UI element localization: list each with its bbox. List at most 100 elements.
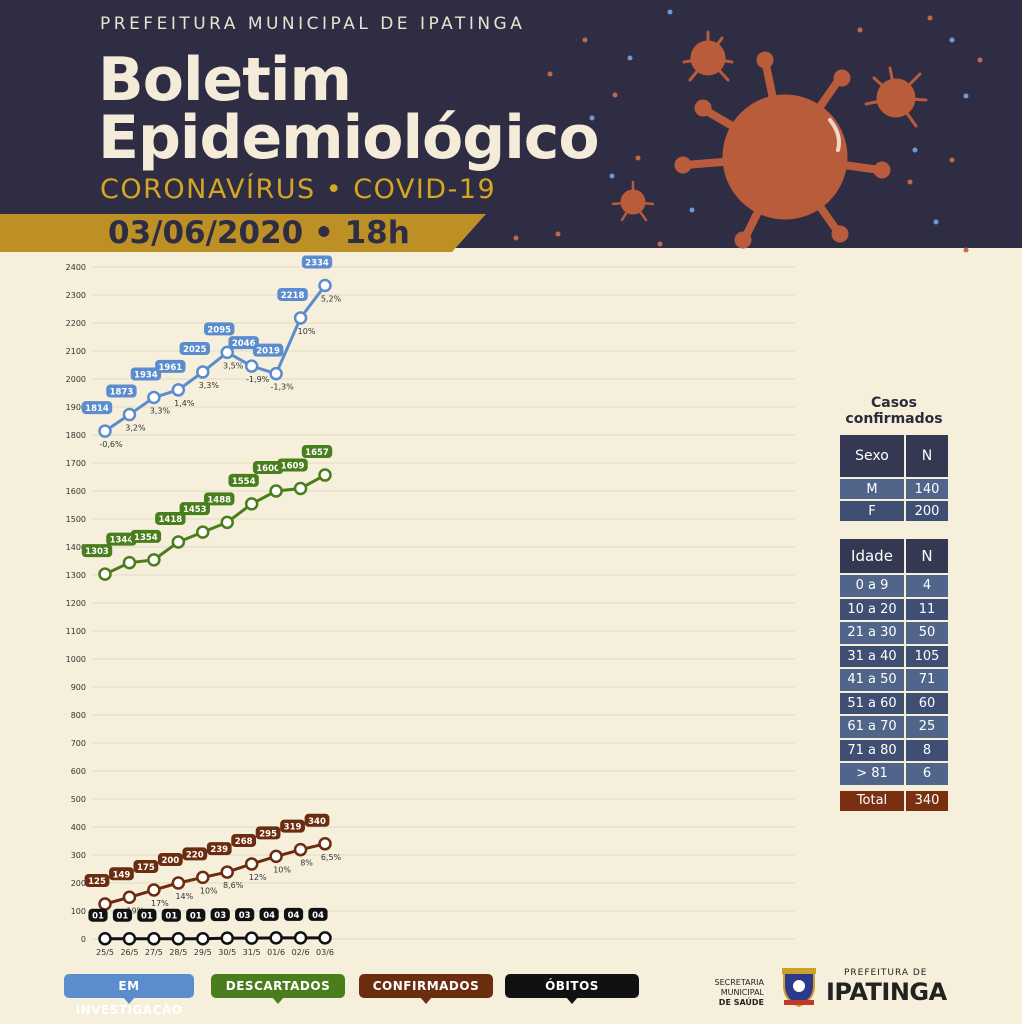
x-tick-label: 27/5 [145, 948, 163, 957]
data-label: 2334 [305, 258, 329, 268]
age-count: 50 [906, 622, 948, 644]
virus-small-icon [611, 180, 655, 222]
data-label: 1453 [183, 505, 207, 515]
data-label-bg [255, 826, 281, 840]
city-crest-icon [782, 968, 816, 1008]
y-tick-label: 500 [71, 795, 86, 804]
data-label: 04 [263, 911, 275, 921]
series-line [105, 936, 325, 941]
data-point [122, 931, 137, 946]
pct-label: 8% [300, 859, 313, 868]
series-line [104, 842, 326, 906]
data-label-bg [161, 908, 181, 922]
secretaria-line-1: SECRETARIA MUNICIPAL [714, 978, 764, 997]
data-label: 1814 [85, 404, 109, 414]
data-point [318, 931, 332, 945]
sex-header: Sexo [840, 435, 904, 477]
line-chart: 0 100 200 300 400 500 600 700 800 900 1000 1100 1200… [66, 255, 795, 957]
data-label: 04 [288, 911, 300, 921]
data-label: 2019 [256, 347, 280, 357]
data-label: 03 [239, 911, 251, 921]
pct-label: 3,5% [223, 361, 244, 370]
data-label: 1961 [158, 363, 182, 373]
data-label-bg [301, 445, 333, 459]
subtitle: CORONAVÍRUS • COVID-19 [100, 174, 497, 205]
data-label-bg [206, 842, 232, 856]
data-point [293, 481, 308, 496]
data-point [244, 359, 259, 373]
virus-large-icon [674, 51, 891, 249]
data-point [244, 931, 259, 945]
table-row: 71 a 80 8 [840, 739, 948, 761]
data-label-bg [210, 908, 230, 922]
data-label: 200 [161, 856, 179, 866]
y-tick-label: 900 [71, 683, 86, 692]
y-tick-label: 800 [71, 711, 86, 720]
pct-label: 14% [175, 892, 193, 901]
age-range: 41 a 50 [840, 669, 904, 691]
y-tick-label: 2200 [66, 319, 86, 328]
x-tick-label: 29/5 [194, 948, 212, 957]
data-label-bg [304, 813, 330, 827]
table-row: 61 a 70 25 [840, 716, 948, 738]
data-point [269, 849, 283, 864]
age-count: 71 [906, 669, 948, 691]
y-tick-label: 0 [81, 935, 86, 944]
data-label-bg [137, 908, 157, 922]
age-range: 51 a 60 [840, 692, 904, 714]
data-label: 03 [214, 911, 226, 921]
panel-title-line-2: confirmados [845, 411, 943, 427]
panel-title-line-1: Casos [870, 395, 917, 411]
data-label: 175 [137, 863, 155, 873]
secretaria-saude-logo: SECRETARIA MUNICIPAL DE SAÚDE [674, 978, 764, 1008]
data-label: 295 [259, 829, 277, 839]
age-header: Idade [840, 539, 904, 573]
data-label-bg [84, 874, 110, 887]
data-label-bg [157, 853, 183, 866]
sex-label: M [840, 479, 904, 499]
y-tick-label: 1700 [66, 459, 86, 468]
data-label-bg [182, 847, 208, 861]
series-line [104, 284, 327, 433]
y-tick-label: 2000 [66, 375, 86, 384]
age-count: 11 [906, 598, 948, 620]
header-banner: PREFEITURA MUNICIPAL DE IPATINGA Boletim… [0, 0, 1022, 253]
data-label-bg [228, 473, 259, 487]
x-tick-label: 01/6 [267, 948, 285, 957]
data-label: 220 [186, 850, 204, 860]
legend-descartados: DESCARTADOS [211, 974, 345, 1004]
data-point [171, 931, 186, 946]
x-tick-label: 26/5 [120, 948, 138, 957]
data-label: 1354 [134, 533, 158, 543]
series-line [104, 473, 326, 576]
secretaria-line-2: DE SAÚDE [718, 998, 764, 1007]
data-point [220, 515, 234, 530]
data-label: 04 [312, 911, 324, 921]
data-label: 1873 [110, 388, 134, 398]
data-point [318, 468, 332, 482]
table-row: 41 a 50 71 [840, 669, 948, 691]
data-point [244, 497, 259, 511]
y-tick-label: 300 [71, 851, 86, 860]
table-row: 10 a 20 11 [840, 598, 948, 620]
data-point [196, 365, 210, 379]
age-count: 4 [906, 575, 948, 597]
y-tick-label: 1800 [66, 431, 86, 440]
data-point [147, 931, 161, 946]
data-label-bg [130, 529, 162, 543]
y-tick-label: 1900 [66, 403, 86, 412]
data-label: 1418 [158, 515, 182, 525]
pct-label: 10% [273, 865, 291, 874]
x-tick-label: 03/6 [316, 948, 334, 957]
footer-logos: SECRETARIA MUNICIPAL DE SAÚDE PREFEITURA… [672, 966, 972, 1010]
data-point [122, 890, 137, 905]
legend-confirmados: CONFIRMADOS [359, 974, 493, 1004]
data-label-bg [88, 908, 108, 922]
data-label: 1488 [207, 495, 231, 505]
header-org-name: PREFEITURA MUNICIPAL DE IPATINGA [100, 14, 526, 34]
data-label-bg [204, 492, 235, 506]
pct-label: 10% [200, 886, 218, 895]
data-label-bg [228, 336, 259, 350]
